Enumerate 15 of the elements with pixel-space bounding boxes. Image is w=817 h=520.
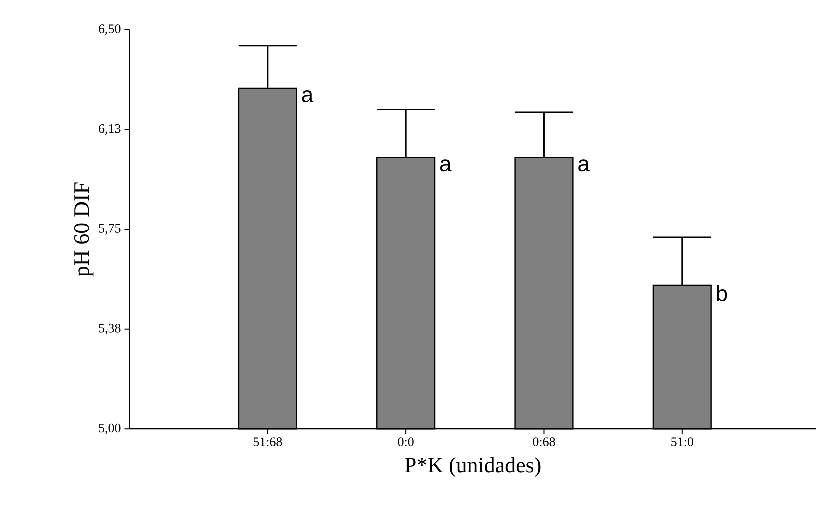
y-tick-label: 5,00	[99, 424, 121, 434]
annotation: a	[578, 160, 590, 172]
x-tick-label: 51:68	[254, 438, 282, 446]
x-axis-title: P*K (unidades)	[405, 457, 541, 478]
x-tick-label: 0:0	[398, 438, 414, 446]
y-axis-title: pH 60 DIF	[74, 182, 94, 277]
y-tick-label: 5,38	[99, 324, 121, 335]
y-tick-label: 6,50	[99, 24, 121, 36]
y-tick-label: 5,75	[99, 224, 121, 235]
x-tick-label: 51:0	[672, 438, 694, 446]
y-tick-label: 6,13	[99, 124, 121, 136]
x-tick-label: 0:68	[533, 438, 556, 446]
annotation: a	[302, 90, 314, 103]
annotation: a	[440, 160, 452, 172]
annotation: b	[717, 285, 728, 302]
